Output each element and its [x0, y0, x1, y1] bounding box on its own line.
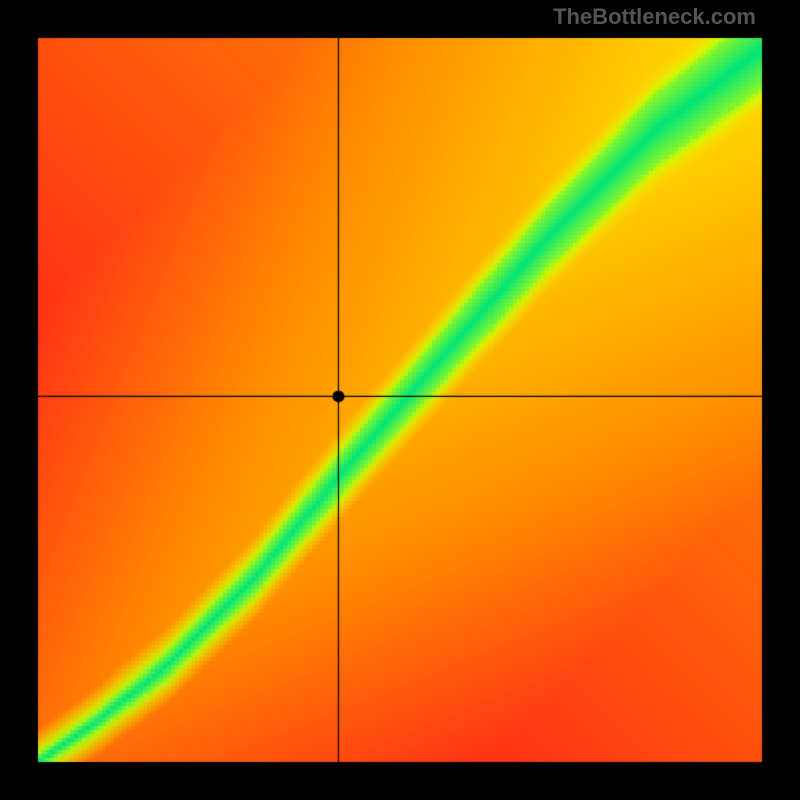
chart-container: { "meta": { "type": "heatmap", "source_w…	[0, 0, 800, 800]
watermark-text: TheBottleneck.com	[553, 4, 756, 30]
crosshair-overlay	[0, 0, 800, 800]
